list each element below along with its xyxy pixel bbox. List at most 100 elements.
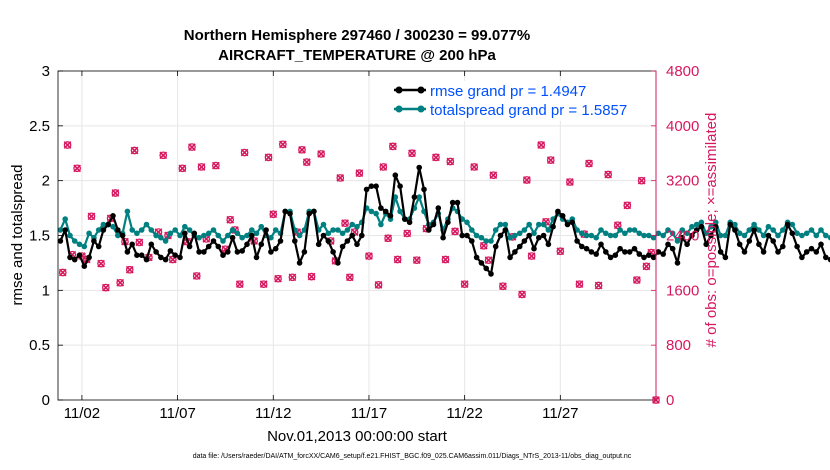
totalspread-data-point	[780, 227, 786, 233]
totalspread-data-point	[789, 221, 796, 228]
obs-assimilated-point	[345, 273, 354, 282]
obs-assimilated-point	[58, 268, 67, 277]
totalspread-data-point	[813, 232, 820, 239]
totalspread-data-point	[268, 234, 274, 241]
obs-assimilated-point	[403, 229, 412, 238]
rmse-data-point	[234, 249, 241, 255]
obs-possible-point	[159, 151, 168, 160]
rmse-data-point	[421, 186, 427, 193]
obs-possible-point	[73, 164, 81, 173]
obs-assimilated-point	[259, 280, 268, 289]
totalspread-data-point	[732, 221, 738, 228]
totalspread-data-point	[808, 227, 815, 233]
rmse-data-point	[182, 230, 188, 237]
rmse-data-point	[775, 249, 781, 255]
rmse-data-point	[464, 232, 470, 239]
obs-assimilated-point	[298, 145, 306, 154]
totalspread-data-point	[617, 227, 623, 233]
rmse-data-point	[95, 243, 102, 250]
legend: rmse grand pr = 1.4947 totalspread grand…	[388, 81, 650, 121]
rmse-data-point	[665, 241, 671, 248]
rmse-data-point	[277, 238, 284, 244]
obs-possible-point	[101, 283, 110, 292]
obs-possible-point	[341, 219, 349, 228]
rmse-data-point	[359, 232, 365, 239]
obs-assimilated-point	[374, 280, 383, 289]
rmse-data-point	[593, 251, 599, 257]
totalspread-data-point	[320, 221, 327, 228]
rmse-data-point	[674, 260, 681, 266]
rmse-data-point	[502, 227, 509, 233]
rmse-data-point	[445, 219, 451, 226]
rmse-data-point	[296, 260, 303, 266]
totalspread-data-point	[100, 221, 107, 228]
obs-possible-point	[446, 157, 455, 166]
totalspread-data-point	[579, 230, 585, 237]
rmse-data-point	[732, 227, 738, 233]
obs-assimilated-point	[274, 274, 282, 283]
rmse-data-point	[91, 238, 97, 244]
obs-assimilated-point	[546, 156, 555, 164]
obs-assimilated-point	[384, 234, 392, 243]
obs-assimilated-point	[288, 273, 297, 282]
obs-assimilated-point	[441, 255, 450, 264]
right-y-tick-label: 4000	[666, 118, 699, 135]
totalspread-data-point	[674, 238, 681, 244]
totalspread-data-point	[760, 232, 767, 239]
totalspread-data-point	[646, 232, 652, 239]
totalspread-data-point	[134, 230, 140, 237]
obs-possible-point	[298, 145, 306, 154]
totalspread-data-point	[665, 227, 671, 233]
obs-possible-point	[365, 252, 373, 260]
obs-possible-point	[116, 278, 125, 287]
obs-assimilated-point	[604, 170, 613, 179]
rmse-data-point	[325, 238, 332, 244]
x-tick-label: 11/27	[542, 405, 578, 422]
rmse-data-point	[655, 249, 662, 255]
obs-assimilated-point	[212, 161, 220, 170]
rmse-data-point	[124, 249, 131, 255]
obs-assimilated-point	[336, 174, 345, 182]
totalspread-data-point	[186, 227, 193, 233]
totalspread-data-point	[368, 208, 375, 215]
rmse-data-point	[454, 199, 461, 206]
totalspread-data-point	[76, 241, 83, 248]
obs-possible-point	[235, 280, 244, 289]
rmse-data-point	[650, 254, 657, 261]
obs-possible-point	[288, 273, 297, 282]
totalspread-data-point	[344, 227, 351, 233]
rmse-data-point	[550, 223, 556, 230]
rmse-data-point	[354, 241, 360, 248]
rmse-data-point	[411, 194, 418, 200]
totalspread-data-point	[536, 221, 542, 228]
legend-rmse-label: rmse grand pr = 1.4947	[430, 83, 586, 100]
rmse-data-point	[76, 252, 83, 258]
rmse-data-point	[736, 241, 743, 248]
rmse-data-point	[71, 256, 78, 263]
obs-possible-point	[336, 174, 345, 182]
rmse-data-point	[808, 245, 815, 252]
rmse-data-point	[693, 227, 700, 233]
obs-possible-point	[135, 238, 144, 247]
totalspread-data-point	[631, 227, 638, 233]
rmse-data-point	[268, 249, 274, 255]
rmse-data-point	[698, 223, 705, 230]
totalspread-data-point	[516, 230, 523, 237]
rmse-data-point	[67, 254, 73, 261]
totalspread-data-point	[229, 227, 236, 233]
obs-possible-point	[317, 150, 325, 158]
rmse-data-point	[172, 252, 178, 258]
obs-assimilated-point	[412, 256, 421, 265]
totalspread-data-point	[593, 234, 599, 241]
x-tick-label: 11/17	[351, 405, 387, 422]
series-lines	[57, 164, 830, 277]
rmse-data-point	[378, 205, 384, 211]
left-y-tick-label: 1.5	[29, 228, 50, 245]
rmse-data-point	[239, 248, 245, 254]
totalspread-data-point	[775, 232, 781, 239]
rmse-data-point	[813, 249, 820, 255]
obs-possible-point	[432, 153, 440, 162]
totalspread-data-point	[794, 230, 800, 237]
rmse-data-point	[741, 249, 748, 255]
rmse-data-point	[110, 213, 116, 219]
